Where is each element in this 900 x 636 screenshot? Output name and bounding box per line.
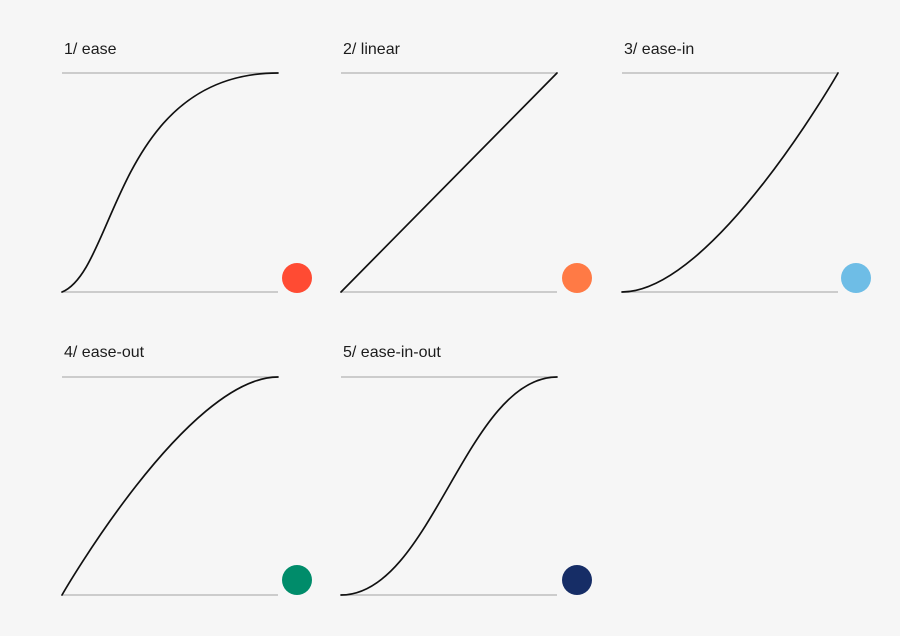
animated-dot (841, 263, 871, 293)
curve-graph (341, 41, 559, 301)
easing-curve (62, 377, 278, 595)
curve-graph (62, 344, 280, 604)
curve-graph (622, 41, 840, 301)
curve-graph (62, 41, 280, 301)
easing-curve (622, 73, 838, 292)
animated-dot (282, 565, 312, 595)
panel-ease-out: 4/ ease-out (64, 344, 324, 614)
easing-curve (62, 73, 278, 292)
easing-curve (341, 73, 557, 292)
animated-dot (562, 263, 592, 293)
easing-curve (341, 377, 557, 595)
panel-linear: 2/ linear (343, 41, 603, 311)
animated-dot (282, 263, 312, 293)
panel-ease-in: 3/ ease-in (624, 41, 884, 311)
animated-dot (562, 565, 592, 595)
curve-graph (341, 344, 559, 604)
panel-ease-in-out: 5/ ease-in-out (343, 344, 603, 614)
panel-ease: 1/ ease (64, 41, 324, 311)
